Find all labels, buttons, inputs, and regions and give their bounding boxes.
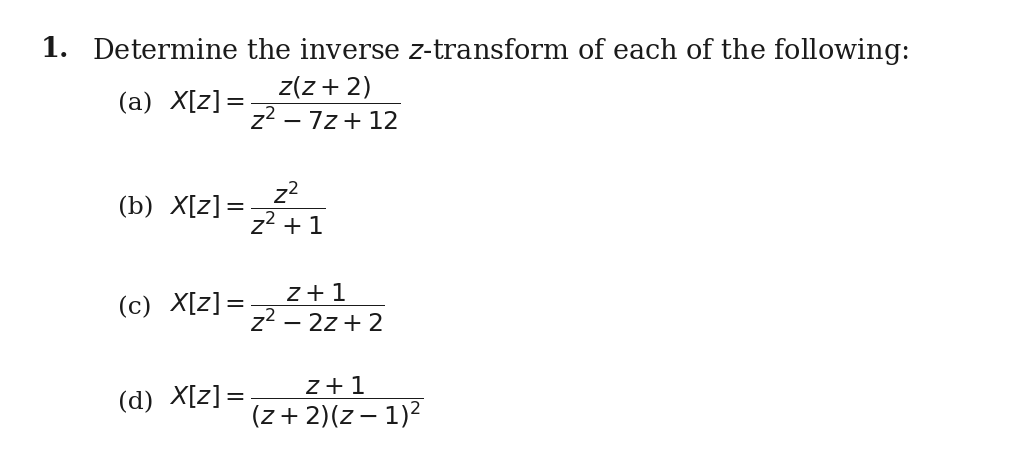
Text: $X[z]=\dfrac{z^2}{z^2+1}$: $X[z]=\dfrac{z^2}{z^2+1}$	[169, 179, 325, 236]
Text: $X[z]=\dfrac{z(z+2)}{z^2-7z+12}$: $X[z]=\dfrac{z(z+2)}{z^2-7z+12}$	[169, 75, 400, 132]
Text: $X[z]=\dfrac{z+1}{(z+2)(z-1)^2}$: $X[z]=\dfrac{z+1}{(z+2)(z-1)^2}$	[169, 375, 423, 430]
Text: (b): (b)	[119, 196, 154, 219]
Text: Determine the inverse $z$-transform of each of the following:: Determine the inverse $z$-transform of e…	[76, 36, 909, 67]
Text: (a): (a)	[119, 92, 153, 115]
Text: (d): (d)	[119, 391, 154, 414]
Text: 1.: 1.	[41, 36, 70, 63]
Text: $X[z]=\dfrac{z+1}{z^2-2z+2}$: $X[z]=\dfrac{z+1}{z^2-2z+2}$	[169, 281, 385, 334]
Text: (c): (c)	[119, 296, 152, 319]
